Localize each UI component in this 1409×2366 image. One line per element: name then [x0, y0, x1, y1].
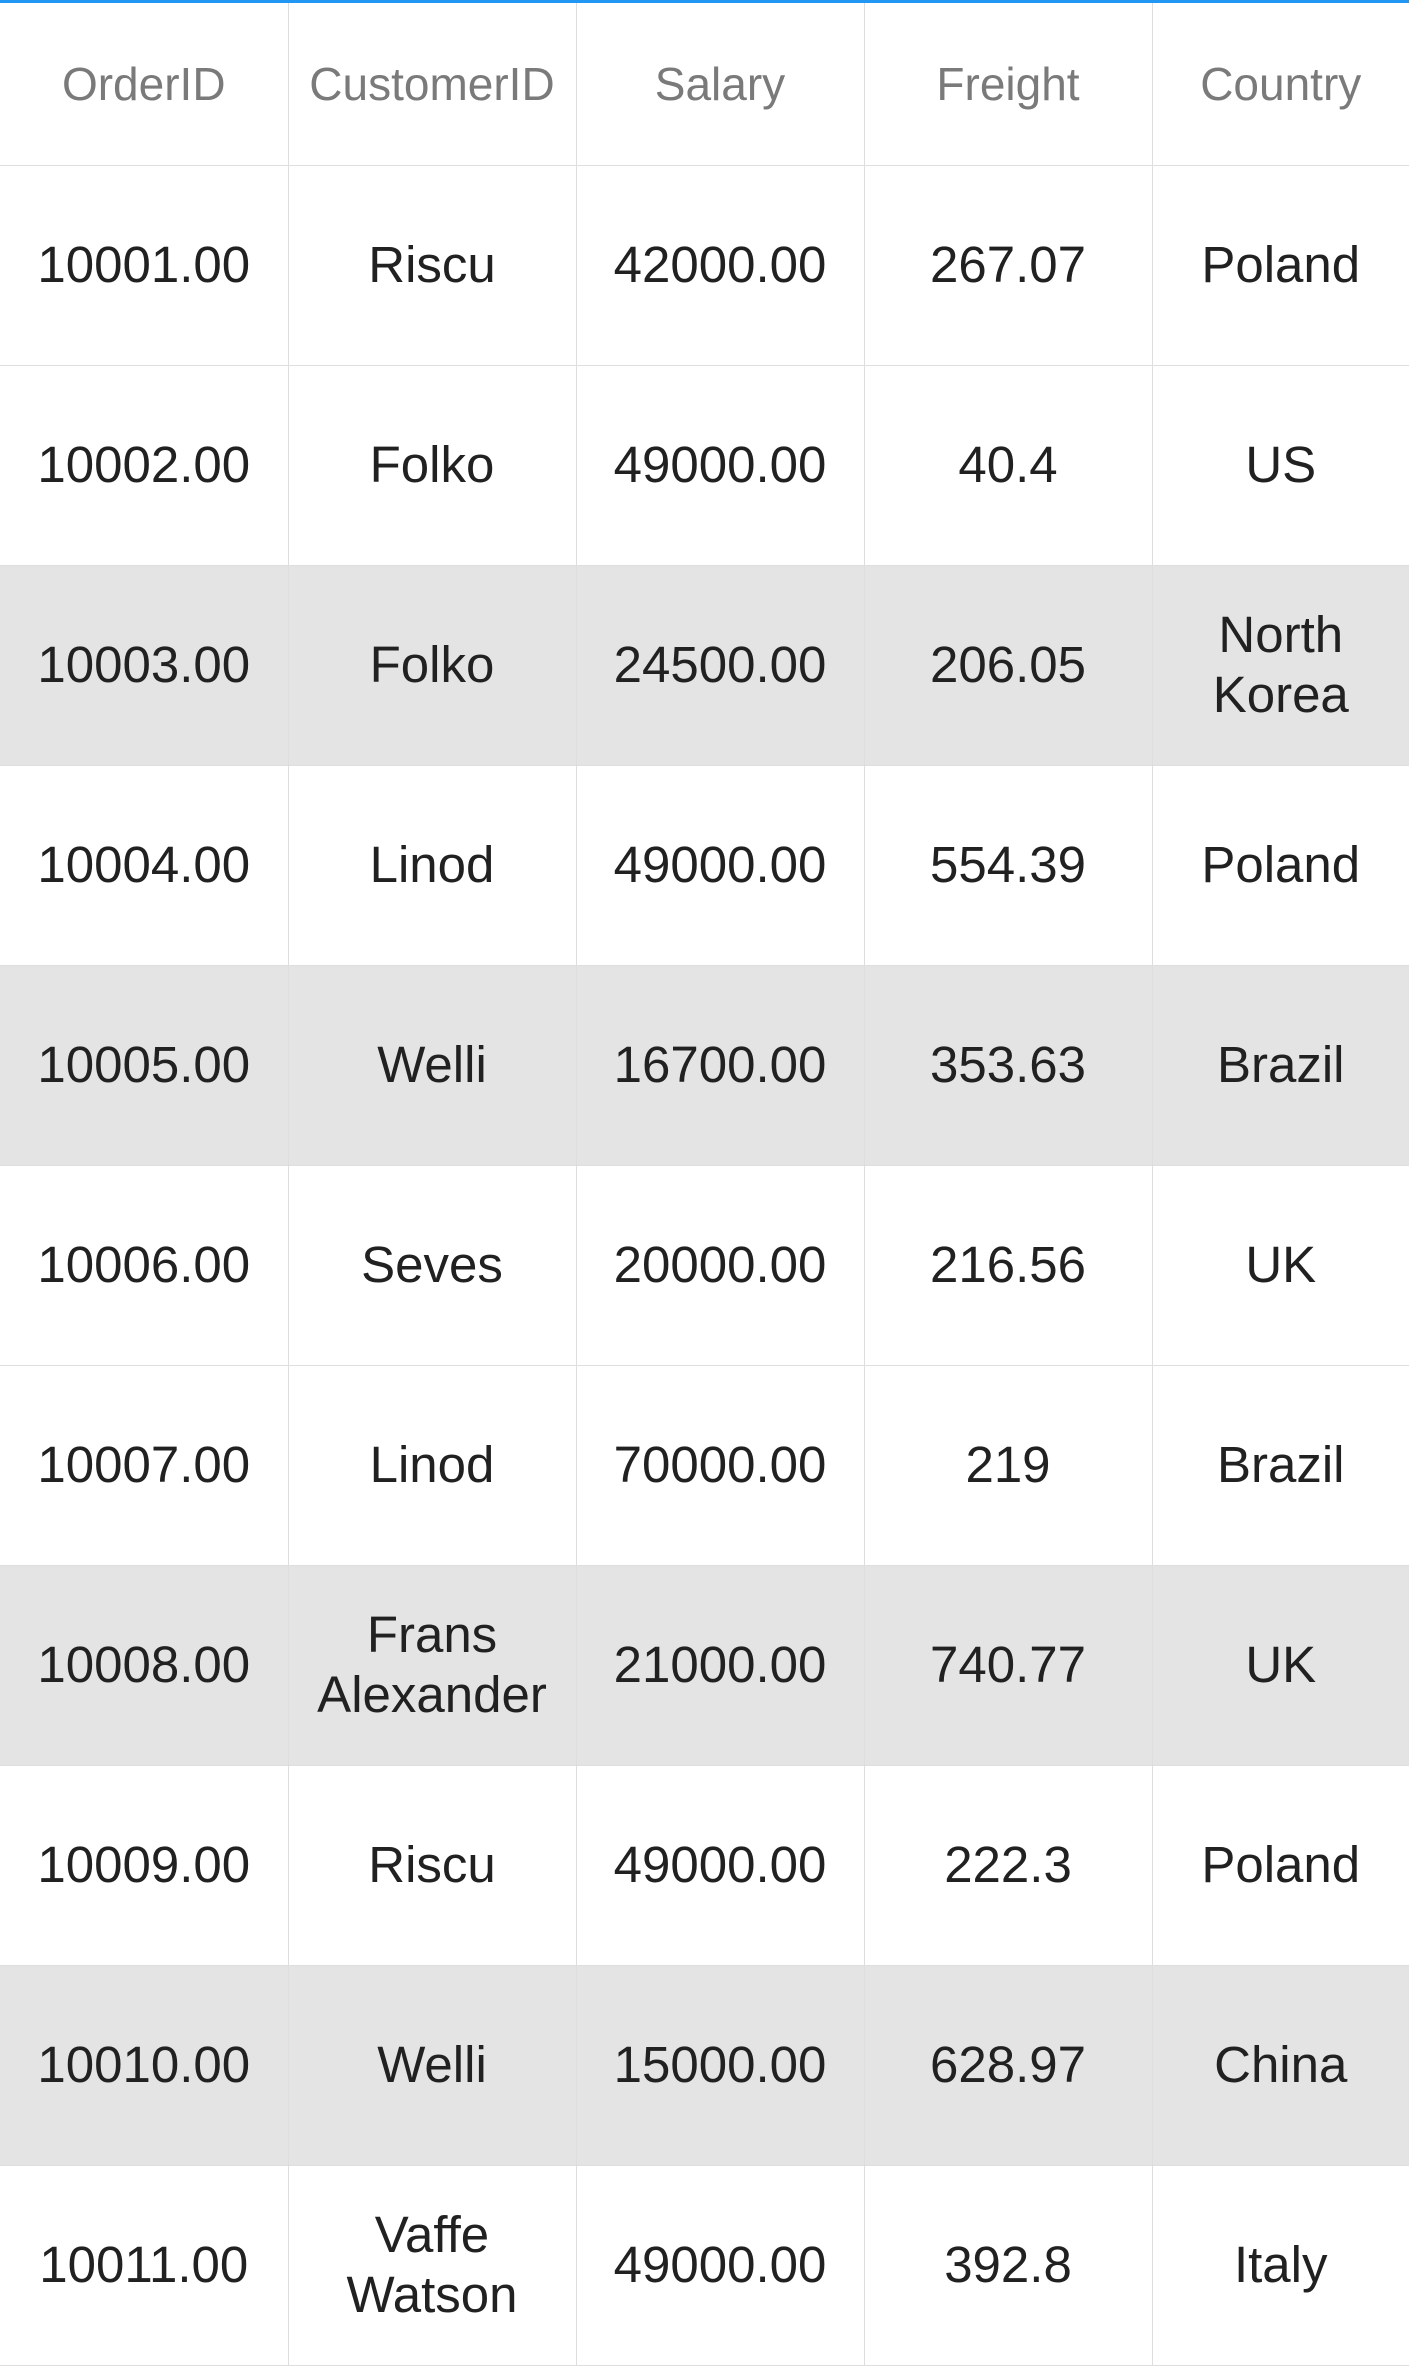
cell-customerid[interactable]: Linod	[288, 1365, 577, 1566]
cell-salary[interactable]: 20000.00	[576, 1165, 865, 1366]
cell-freight[interactable]: 216.56	[864, 1165, 1153, 1366]
cell-country[interactable]: UK	[1152, 1165, 1409, 1366]
cell-orderid[interactable]: 10006.00	[0, 1165, 289, 1366]
cell-orderid[interactable]: 10002.00	[0, 365, 289, 566]
cell-salary[interactable]: 49000.00	[576, 2165, 865, 2366]
cell-orderid[interactable]: 10003.00	[0, 565, 289, 766]
table-row[interactable]: 10002.00 Folko 49000.00 40.4 US	[0, 365, 1409, 566]
column-header-country[interactable]: Country	[1152, 3, 1409, 166]
cell-country[interactable]: UK	[1152, 1565, 1409, 1766]
table-row[interactable]: 10008.00 Frans Alexander 21000.00 740.77…	[0, 1565, 1409, 1766]
cell-customerid[interactable]: Seves	[288, 1165, 577, 1366]
cell-orderid[interactable]: 10009.00	[0, 1765, 289, 1966]
cell-customerid[interactable]: Folko	[288, 365, 577, 566]
data-grid: OrderID CustomerID Salary Freight Countr…	[0, 3, 1409, 2366]
cell-country[interactable]: China	[1152, 1965, 1409, 2166]
table-row[interactable]: 10004.00 Linod 49000.00 554.39 Poland	[0, 765, 1409, 966]
cell-orderid[interactable]: 10008.00	[0, 1565, 289, 1766]
cell-country[interactable]: Poland	[1152, 1765, 1409, 1966]
table-row[interactable]: 10006.00 Seves 20000.00 216.56 UK	[0, 1165, 1409, 1366]
cell-salary[interactable]: 42000.00	[576, 165, 865, 366]
cell-orderid[interactable]: 10007.00	[0, 1365, 289, 1566]
cell-freight[interactable]: 206.05	[864, 565, 1153, 766]
cell-customerid[interactable]: Frans Alexander	[288, 1565, 577, 1766]
cell-customerid[interactable]: Folko	[288, 565, 577, 766]
cell-freight[interactable]: 554.39	[864, 765, 1153, 966]
column-header-salary[interactable]: Salary	[576, 3, 865, 166]
cell-country[interactable]: US	[1152, 365, 1409, 566]
cell-salary[interactable]: 15000.00	[576, 1965, 865, 2166]
table-row[interactable]: 10005.00 Welli 16700.00 353.63 Brazil	[0, 965, 1409, 1166]
table-row[interactable]: 10001.00 Riscu 42000.00 267.07 Poland	[0, 165, 1409, 366]
cell-freight[interactable]: 222.3	[864, 1765, 1153, 1966]
cell-salary[interactable]: 49000.00	[576, 365, 865, 566]
cell-country[interactable]: Brazil	[1152, 965, 1409, 1166]
column-header-freight[interactable]: Freight	[864, 3, 1153, 166]
cell-country[interactable]: Brazil	[1152, 1365, 1409, 1566]
cell-salary[interactable]: 49000.00	[576, 1765, 865, 1966]
cell-country[interactable]: Poland	[1152, 765, 1409, 966]
cell-customerid[interactable]: Welli	[288, 965, 577, 1166]
cell-freight[interactable]: 740.77	[864, 1565, 1153, 1766]
cell-orderid[interactable]: 10011.00	[0, 2165, 289, 2366]
cell-freight[interactable]: 353.63	[864, 965, 1153, 1166]
grid-body: 10001.00 Riscu 42000.00 267.07 Poland 10…	[0, 165, 1409, 2366]
cell-country[interactable]: Poland	[1152, 165, 1409, 366]
cell-orderid[interactable]: 10010.00	[0, 1965, 289, 2166]
cell-freight[interactable]: 219	[864, 1365, 1153, 1566]
column-header-customerid[interactable]: CustomerID	[288, 3, 577, 166]
cell-customerid[interactable]: Vaffe Watson	[288, 2165, 577, 2366]
cell-freight[interactable]: 392.8	[864, 2165, 1153, 2366]
table-row[interactable]: 10011.00 Vaffe Watson 49000.00 392.8 Ita…	[0, 2165, 1409, 2366]
table-row[interactable]: 10010.00 Welli 15000.00 628.97 China	[0, 1965, 1409, 2166]
header-row: OrderID CustomerID Salary Freight Countr…	[0, 3, 1409, 166]
cell-salary[interactable]: 24500.00	[576, 565, 865, 766]
cell-country[interactable]: North Korea	[1152, 565, 1409, 766]
cell-orderid[interactable]: 10004.00	[0, 765, 289, 966]
cell-customerid[interactable]: Riscu	[288, 165, 577, 366]
column-header-orderid[interactable]: OrderID	[0, 3, 289, 166]
cell-freight[interactable]: 267.07	[864, 165, 1153, 366]
cell-salary[interactable]: 21000.00	[576, 1565, 865, 1766]
cell-customerid[interactable]: Riscu	[288, 1765, 577, 1966]
cell-orderid[interactable]: 10005.00	[0, 965, 289, 1166]
cell-country[interactable]: Italy	[1152, 2165, 1409, 2366]
cell-salary[interactable]: 49000.00	[576, 765, 865, 966]
cell-orderid[interactable]: 10001.00	[0, 165, 289, 366]
table-row[interactable]: 10003.00 Folko 24500.00 206.05 North Kor…	[0, 565, 1409, 766]
cell-customerid[interactable]: Welli	[288, 1965, 577, 2166]
cell-salary[interactable]: 16700.00	[576, 965, 865, 1166]
grid-top-accent-line	[0, 0, 1409, 3]
table-row[interactable]: 10007.00 Linod 70000.00 219 Brazil	[0, 1365, 1409, 1566]
cell-freight[interactable]: 40.4	[864, 365, 1153, 566]
cell-salary[interactable]: 70000.00	[576, 1365, 865, 1566]
table-row[interactable]: 10009.00 Riscu 49000.00 222.3 Poland	[0, 1765, 1409, 1966]
cell-customerid[interactable]: Linod	[288, 765, 577, 966]
cell-freight[interactable]: 628.97	[864, 1965, 1153, 2166]
